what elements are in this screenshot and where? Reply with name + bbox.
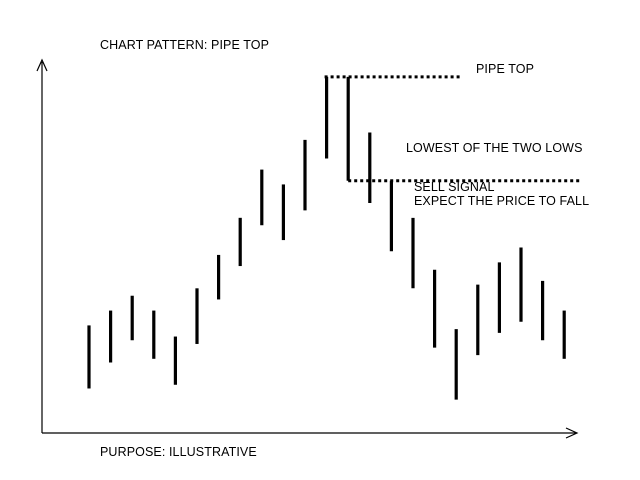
annotation-lowest-low: LOWEST OF THE TWO LOWS [406,141,583,155]
annotation-pipe-top: PIPE TOP [476,62,535,76]
annotation-sell-line1: SELL SIGNAL [414,180,495,194]
annotation-sell-line2: EXPECT THE PRICE TO FALL [414,194,590,208]
annotation-sell-signal: SELL SIGNAL EXPECT THE PRICE TO FALL [414,180,589,208]
chart-footer: PURPOSE: ILLUSTRATIVE [100,445,257,459]
annotation-lines [324,75,580,183]
x-axis-arrow [565,427,579,439]
chart-title: CHART PATTERN: PIPE TOP [100,38,270,52]
chart-axes [36,58,579,439]
y-axis-arrow [36,58,48,72]
price-bars [87,76,566,400]
